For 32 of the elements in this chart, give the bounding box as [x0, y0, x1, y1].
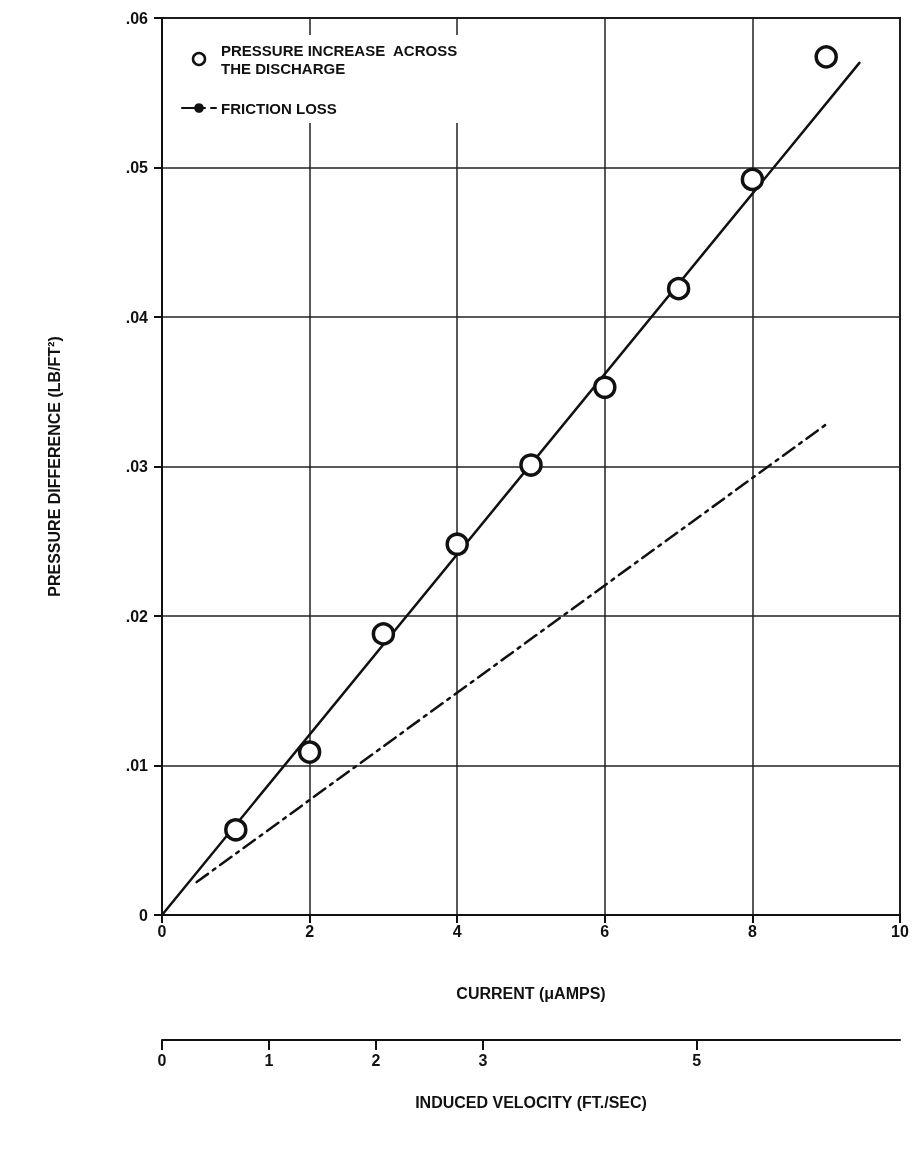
point [593, 375, 617, 400]
x-tick-label: 0 [157, 922, 167, 940]
y-tick-label: .02 [125, 607, 149, 625]
point [666, 276, 691, 301]
x2-tick-label: 0 [157, 1051, 167, 1069]
x-axis-title: CURRENT (μAMPS) [456, 984, 606, 1002]
x-tick-label: 10 [891, 922, 909, 940]
y-tick-label: 0 [139, 906, 149, 924]
point [814, 45, 838, 69]
y-tick-label: .06 [125, 9, 149, 27]
x-tick-label: 2 [305, 922, 315, 940]
x2-tick-label: 2 [371, 1051, 381, 1069]
point [740, 167, 765, 192]
point [445, 532, 469, 556]
legend-label: FRICTION LOSS [221, 99, 337, 117]
x-tick-label: 8 [747, 922, 757, 940]
x-tick-label: 6 [600, 922, 610, 940]
point [519, 453, 543, 477]
y-tick-label: .03 [125, 458, 149, 475]
point [371, 622, 396, 646]
x2-tick-label: 3 [478, 1051, 488, 1069]
y-axis-title: PRESSURE DIFFERENCE (LB/FT²) [45, 336, 63, 597]
y-tick-label: .01 [125, 757, 149, 774]
x2-tick-label: 1 [264, 1051, 274, 1069]
y-tick-label: .05 [125, 159, 149, 176]
x2-tick-label: 5 [692, 1051, 702, 1069]
x2-axis-title: INDUCED VELOCITY (FT./SEC) [415, 1093, 647, 1111]
point [224, 818, 248, 842]
y-tick-label: .04 [125, 308, 149, 326]
legend-label: PRESSURE INCREASE ACROSS THE DISCHARGE [221, 41, 462, 77]
point [297, 740, 322, 764]
x-tick-label: 4 [452, 922, 462, 940]
